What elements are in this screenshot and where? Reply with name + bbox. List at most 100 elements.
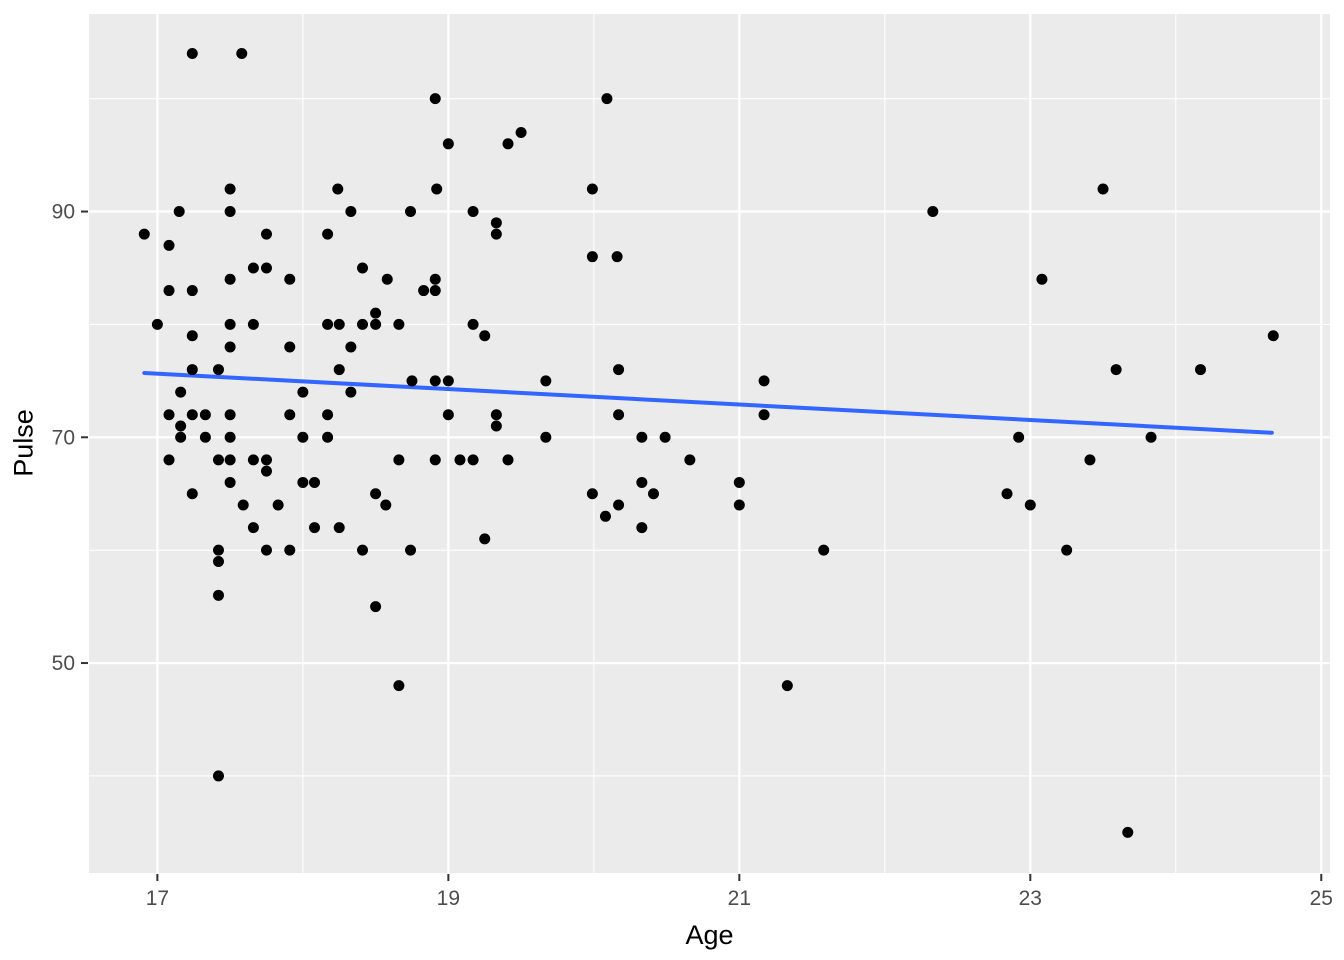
data-point: [224, 454, 236, 466]
data-point: [613, 499, 625, 511]
data-point: [431, 183, 443, 195]
data-point: [247, 522, 259, 534]
data-point: [186, 364, 198, 376]
data-point: [173, 206, 185, 218]
data-point: [260, 454, 272, 466]
data-point: [515, 127, 527, 139]
data-point: [370, 601, 382, 613]
data-point: [284, 409, 296, 421]
data-point: [357, 544, 369, 556]
data-point: [586, 183, 598, 195]
data-point: [479, 330, 491, 342]
data-point: [1145, 431, 1157, 443]
data-point: [212, 544, 224, 556]
data-point: [381, 273, 393, 285]
data-point: [186, 48, 198, 60]
data-point: [442, 375, 454, 387]
data-point: [284, 544, 296, 556]
data-point: [636, 522, 648, 534]
data-point: [1195, 364, 1207, 376]
data-point: [758, 375, 770, 387]
data-point: [490, 409, 502, 421]
data-point: [393, 680, 405, 692]
data-point: [647, 488, 659, 500]
data-point: [454, 454, 466, 466]
data-point: [309, 522, 321, 534]
data-point: [540, 431, 552, 443]
x-tick-label: 21: [728, 887, 751, 910]
data-point: [1024, 499, 1036, 511]
data-point: [297, 431, 309, 443]
data-point: [429, 285, 441, 297]
y-axis-title: Pulse: [8, 409, 39, 477]
data-point: [247, 262, 259, 274]
data-point: [212, 364, 224, 376]
data-point: [247, 454, 259, 466]
data-point: [601, 93, 613, 105]
data-point: [405, 544, 417, 556]
data-point: [442, 409, 454, 421]
x-tick-label: 25: [1310, 887, 1333, 910]
data-point: [284, 341, 296, 353]
data-point: [151, 318, 163, 330]
data-point: [733, 499, 745, 511]
data-point: [224, 183, 236, 195]
data-point: [345, 341, 357, 353]
data-point: [429, 375, 441, 387]
data-point: [212, 555, 224, 567]
data-point: [272, 499, 284, 511]
data-point: [586, 251, 598, 263]
data-point: [479, 533, 491, 545]
data-point: [490, 228, 502, 240]
data-point: [429, 454, 441, 466]
data-point: [467, 206, 479, 218]
y-tick-label: 50: [52, 652, 75, 675]
data-point: [224, 409, 236, 421]
data-point: [758, 409, 770, 421]
data-point: [224, 318, 236, 330]
data-point: [163, 409, 175, 421]
data-point: [502, 138, 514, 150]
data-point: [927, 206, 939, 218]
data-point: [540, 375, 552, 387]
data-point: [224, 341, 236, 353]
data-point: [186, 488, 198, 500]
plot-panel: [89, 14, 1330, 873]
data-point: [733, 476, 745, 488]
x-axis-title: Age: [685, 920, 734, 950]
data-point: [260, 465, 272, 477]
data-point: [1061, 544, 1073, 556]
data-point: [467, 454, 479, 466]
data-point: [406, 375, 418, 387]
data-point: [332, 183, 344, 195]
data-point: [322, 409, 334, 421]
data-point: [1110, 364, 1122, 376]
data-point: [186, 409, 198, 421]
data-point: [1122, 826, 1134, 838]
data-point: [212, 454, 224, 466]
data-point: [260, 228, 272, 240]
x-tick-label: 23: [1019, 887, 1042, 910]
y-tick-label: 70: [52, 426, 75, 449]
data-point: [322, 318, 334, 330]
data-point: [333, 318, 345, 330]
data-point: [1036, 273, 1048, 285]
data-point: [163, 239, 175, 251]
x-tick-label: 17: [146, 887, 169, 910]
data-point: [429, 273, 441, 285]
data-point: [333, 522, 345, 534]
data-point: [199, 431, 211, 443]
data-point: [659, 431, 671, 443]
data-point: [613, 409, 625, 421]
data-point: [405, 206, 417, 218]
data-point: [345, 206, 357, 218]
data-point: [345, 386, 357, 398]
data-point: [636, 431, 648, 443]
data-point: [212, 770, 224, 782]
data-point: [297, 386, 309, 398]
data-point: [429, 93, 441, 105]
data-point: [1013, 431, 1025, 443]
data-point: [1084, 454, 1096, 466]
data-point: [684, 454, 696, 466]
